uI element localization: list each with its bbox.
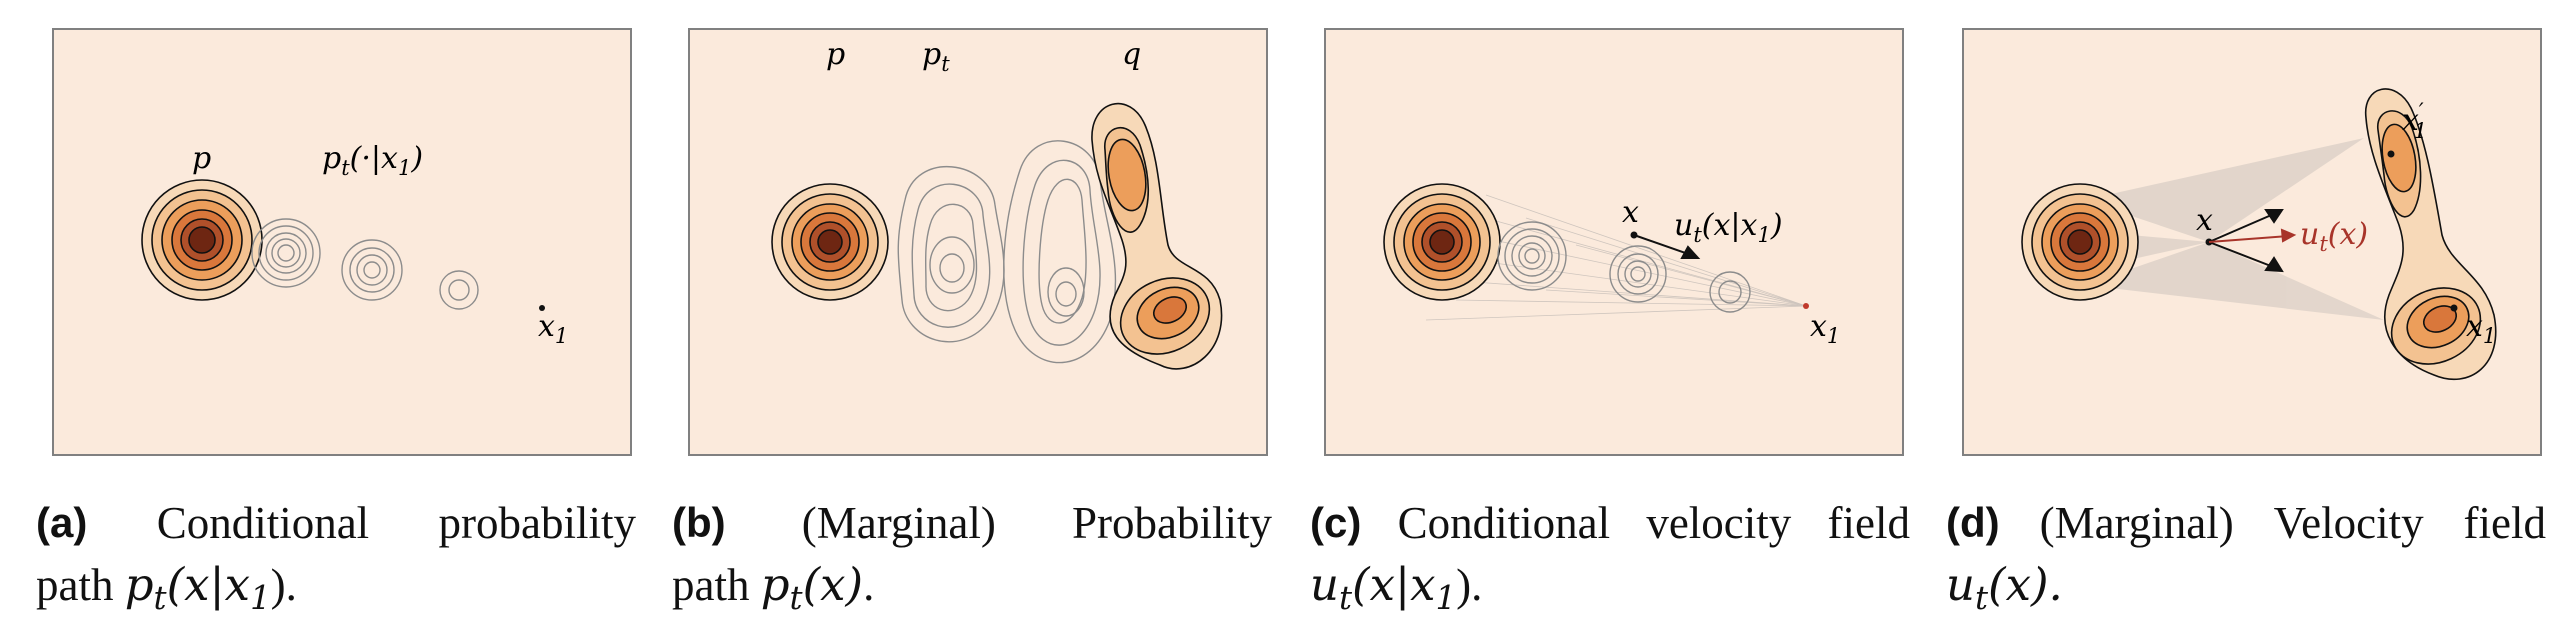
source-density-p — [771, 183, 889, 301]
label-x1: x1 — [1810, 309, 1840, 348]
caption-word: velocity — [1646, 498, 1792, 548]
intermediate-path-contours — [897, 140, 1117, 364]
target-density-q — [2365, 88, 2497, 381]
target-point-x1-prime — [2387, 150, 2395, 158]
panel-b-figure: p pt q — [771, 37, 1223, 370]
caption-math: ut(x). — [1946, 558, 2063, 618]
source-density-p — [2021, 183, 2139, 301]
caption-tag: (b) — [672, 499, 726, 546]
conditional-path-contours — [251, 218, 479, 310]
target-point-x1 — [539, 305, 545, 311]
caption-math: pt(x|x1 — [124, 558, 271, 618]
label-x1: x1 — [2466, 309, 2496, 348]
caption-word: field — [2463, 498, 2546, 548]
caption-word: field — [1827, 498, 1910, 548]
caption-math: pt(x) — [760, 558, 864, 618]
caption-close: ). — [270, 560, 297, 610]
caption-close: ). — [1456, 560, 1483, 610]
caption-prefix: path — [672, 560, 761, 610]
caption-word: Conditional — [1397, 498, 1611, 548]
label-p: p — [192, 141, 211, 176]
caption-word: probability — [438, 498, 636, 548]
velocity-arrow — [1633, 234, 1701, 259]
conditional-velocity-arrows — [2208, 209, 2284, 273]
label-q: q — [1122, 37, 1141, 72]
label-x: x — [2196, 203, 2213, 238]
target-point-x1 — [2450, 304, 2458, 312]
label-ut-conditional: ut(x|x1) — [1674, 208, 1783, 247]
caption-close: . — [863, 560, 875, 610]
label-p: p — [826, 37, 845, 72]
caption-word: (Marginal) — [801, 498, 996, 548]
marginal-velocity-arrow — [2208, 228, 2297, 243]
caption-tag: (c) — [1310, 499, 1362, 546]
label-pt-conditional: pt(·|x1) — [322, 141, 423, 180]
label-ut-marginal: ut(x) — [2300, 217, 2368, 256]
source-density-p — [141, 179, 263, 301]
conditional-path-contours — [1497, 221, 1751, 313]
caption-word: (Marginal) — [2039, 498, 2234, 548]
source-density-p — [1383, 183, 1501, 301]
label-x1-prime: x′ 1 — [2402, 99, 2427, 143]
panel-c-figure: x ut(x|x1) x1 — [1383, 183, 1840, 348]
caption-math: ut(x|x1 — [1310, 558, 1457, 618]
target-point-x1 — [1803, 303, 1809, 309]
caption-d: (d) (Marginal) Velocity field ut(x). — [1946, 492, 2546, 629]
panel-c: x ut(x|x1) x1 — [1324, 28, 1904, 456]
caption-a: (a) Conditional probability path pt(x|x1… — [36, 492, 636, 629]
panel-a: p pt(·|x1) x1 — [52, 28, 632, 456]
caption-word: Velocity — [2273, 498, 2424, 548]
caption-b: (b) (Marginal) Probability path pt(x). — [672, 492, 1272, 629]
caption-word: Probability — [1072, 498, 1272, 548]
caption-tag: (a) — [36, 499, 88, 546]
label-x1: x1 — [538, 309, 568, 348]
caption-tag: (d) — [1946, 499, 2000, 546]
panel-b: p pt q — [688, 28, 1268, 456]
label-pt: pt — [922, 37, 950, 76]
panel-d-figure: x ut(x) x′ 1 x1 — [2021, 88, 2497, 381]
panel-d: x ut(x) x′ 1 x1 — [1962, 28, 2542, 456]
panel-a-figure: p pt(·|x1) x1 — [141, 141, 568, 348]
caption-c: (c) Conditional velocity field ut(x|x1). — [1310, 492, 1910, 629]
label-x: x — [1622, 195, 1639, 230]
target-density-q — [1091, 102, 1223, 370]
caption-word: Conditional — [156, 498, 370, 548]
caption-prefix: path — [36, 560, 125, 610]
